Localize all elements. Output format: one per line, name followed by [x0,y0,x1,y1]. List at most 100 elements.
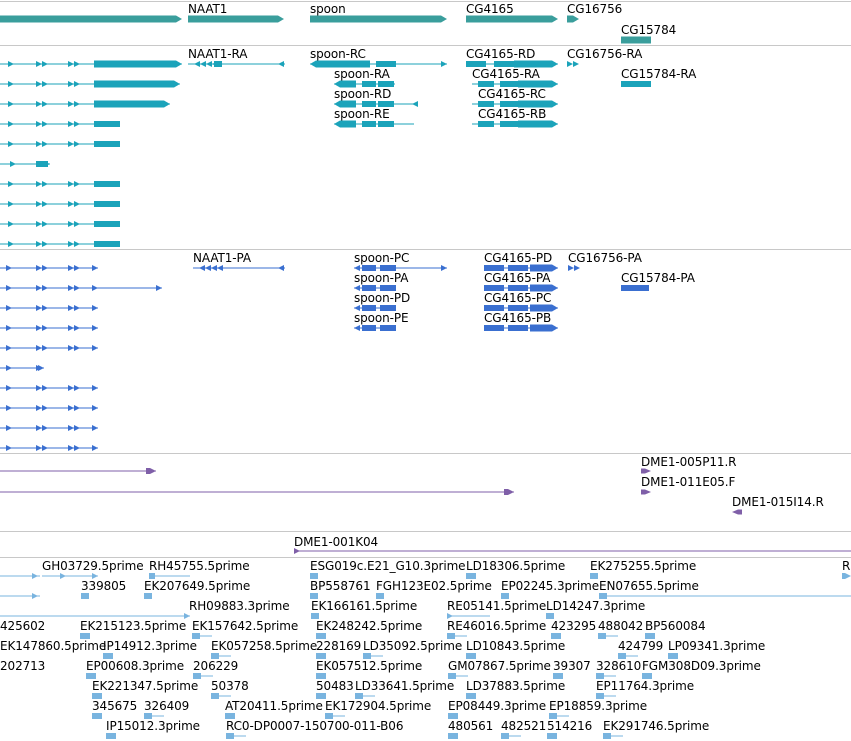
strand-arrow[interactable] [42,265,48,271]
strand-arrow[interactable] [36,285,42,291]
strand-arrow[interactable] [354,285,360,291]
exon-block[interactable] [211,693,219,699]
exon-block[interactable] [478,81,494,87]
feature-arrow[interactable] [530,324,558,332]
strand-arrow[interactable] [6,425,12,431]
exon-block[interactable] [378,101,394,107]
exon-block[interactable] [310,593,318,599]
exon-block[interactable] [380,265,396,271]
strand-arrow[interactable] [74,141,80,147]
feature-arrow[interactable] [530,264,558,272]
est-label[interactable]: EK057258.5prime [211,639,318,653]
exon-block[interactable] [149,573,155,579]
strand-arrow[interactable] [200,61,206,67]
strand-arrow[interactable] [6,265,12,271]
strand-arrow[interactable] [194,61,200,67]
feature-arrow[interactable] [530,304,558,312]
exon-block[interactable] [378,121,394,127]
strand-arrow[interactable] [441,61,447,67]
exon-block[interactable] [316,693,326,699]
gene-glyph[interactable] [466,15,558,23]
strand-arrow[interactable] [68,285,74,291]
exon-block[interactable] [500,101,518,107]
strand-arrow[interactable] [42,285,48,291]
strand-arrow[interactable] [6,365,12,371]
est-label[interactable]: EK215123.5prime [80,619,187,633]
strand-arrow[interactable] [92,325,98,331]
exon-block[interactable] [621,285,649,291]
strand-arrow[interactable] [36,81,42,87]
strand-arrow[interactable] [36,425,42,431]
strand-arrow[interactable] [68,405,74,411]
transcript-label[interactable]: CG16756-RA [567,47,643,61]
strand-arrow[interactable] [74,265,80,271]
est-label[interactable]: 50378 [211,679,249,693]
protein-label[interactable]: CG4165-PC [484,291,552,305]
exon-block[interactable] [192,633,200,639]
strand-arrow[interactable] [68,221,74,227]
feature-arrow[interactable] [334,100,356,108]
exon-block[interactable] [380,325,396,331]
est-label[interactable]: EK291746.5prime [603,719,710,733]
exon-block[interactable] [355,693,363,699]
strand-arrow[interactable] [60,573,66,579]
strand-arrow[interactable] [6,445,12,451]
est-label[interactable]: EK275255.5prime [590,559,697,573]
strand-arrow[interactable] [574,265,580,271]
strand-arrow[interactable] [92,285,98,291]
strand-arrow[interactable] [36,305,42,311]
strand-arrow[interactable] [68,445,74,451]
exon-block[interactable] [193,673,201,679]
est-label[interactable]: EP11764.3prime [596,679,694,693]
bac-label[interactable]: DME1-001K04 [294,535,379,549]
strand-arrow[interactable] [42,241,48,247]
feature-arrow[interactable] [842,573,851,579]
strand-arrow[interactable] [8,181,14,187]
strand-arrow[interactable] [92,385,98,391]
strand-arrow[interactable] [184,613,190,619]
strand-arrow[interactable] [8,201,14,207]
feature-arrow[interactable] [518,120,558,128]
strand-arrow[interactable] [74,325,80,331]
exon-block[interactable] [603,733,611,739]
est-label[interactable]: BP558761 [310,579,371,593]
strand-arrow[interactable] [68,201,74,207]
est-label[interactable]: 50483 [316,679,354,693]
exon-block[interactable] [549,713,557,719]
exon-block[interactable] [92,713,102,719]
exon-block[interactable] [466,573,476,579]
strand-arrow[interactable] [74,221,80,227]
strand-arrow[interactable] [42,81,48,87]
exon-block[interactable] [211,653,219,659]
strand-arrow[interactable] [42,305,48,311]
est-label[interactable]: EK172904.5prime [325,699,432,713]
strand-arrow[interactable] [74,61,80,67]
strand-arrow[interactable] [68,141,74,147]
exon-block[interactable] [466,693,476,699]
strand-arrow[interactable] [36,445,42,451]
exon-block[interactable] [668,653,678,659]
est-label[interactable]: EP02245.3prime [501,579,599,593]
exon-block[interactable] [316,633,326,639]
strand-arrow[interactable] [42,445,48,451]
exon-block[interactable] [310,573,318,579]
gene-label-cg16756[interactable]: CG16756 [567,2,623,16]
est-label[interactable]: 480561 [448,719,494,733]
exon-block[interactable] [618,653,626,659]
gene-glyph[interactable] [188,15,284,23]
protein-label[interactable]: CG16756-PA [568,251,642,265]
strand-arrow[interactable] [8,241,14,247]
exon-block[interactable] [500,81,518,87]
exon-block[interactable] [484,285,504,291]
strand-arrow[interactable] [278,61,284,67]
gene-glyph[interactable] [621,36,651,44]
est-label[interactable]: LD18306.5prime [466,559,566,573]
strand-arrow[interactable] [44,161,50,167]
strand-arrow[interactable] [205,265,211,271]
strand-arrow[interactable] [36,121,42,127]
est-label[interactable]: RC0-DP0007-150700-011-B06 [226,719,404,733]
exon-block[interactable] [546,613,554,619]
transcript-label[interactable]: NAAT1-RA [188,47,248,61]
strand-arrow[interactable] [6,305,12,311]
est-label[interactable]: 206229 [193,659,239,673]
